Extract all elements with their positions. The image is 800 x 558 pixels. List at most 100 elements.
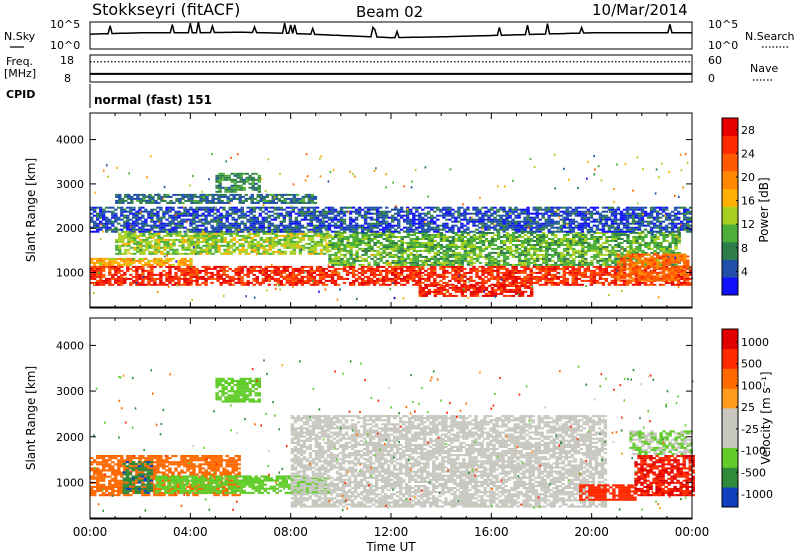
data-cell — [248, 253, 251, 255]
data-cell — [138, 284, 141, 286]
data-cell — [213, 213, 216, 215]
data-cell — [160, 253, 163, 255]
data-cell — [259, 209, 262, 211]
data-cell — [90, 266, 93, 268]
data-cell — [533, 213, 536, 215]
data-cell — [274, 231, 277, 233]
data-cell — [175, 253, 178, 255]
data-cell — [144, 270, 147, 272]
data-cell — [156, 227, 159, 229]
data-cell — [451, 274, 454, 276]
data-cell — [334, 242, 337, 244]
data-cell — [475, 219, 478, 221]
data-cell — [572, 254, 575, 256]
data-cell — [120, 282, 123, 284]
data-cell — [245, 241, 248, 243]
data-cell — [430, 217, 433, 219]
data-cell — [349, 225, 352, 227]
data-cell — [677, 274, 680, 276]
data-cell — [334, 260, 337, 262]
data-cell — [536, 229, 539, 231]
data-cell — [96, 266, 99, 268]
data-cell — [343, 207, 346, 209]
data-cell — [99, 207, 102, 209]
data-cell — [497, 238, 500, 240]
data-cell — [346, 225, 349, 227]
data-cell — [524, 260, 527, 262]
data-cell — [461, 242, 464, 244]
data-cell — [247, 227, 250, 229]
data-cell — [382, 211, 385, 213]
data-cell — [502, 225, 505, 227]
data-cell — [445, 266, 448, 268]
data-cell — [141, 229, 144, 231]
data-cell — [379, 225, 382, 227]
data-cell — [343, 236, 346, 238]
data-cell — [472, 280, 475, 282]
data-cell — [551, 238, 554, 240]
data-cell — [322, 284, 325, 286]
data-cell — [328, 258, 331, 260]
data-cell — [517, 213, 520, 215]
data-cell — [508, 209, 511, 211]
data-cell — [352, 264, 355, 266]
data-cell — [539, 234, 542, 236]
data-cell — [448, 213, 451, 215]
data-cell — [265, 209, 268, 211]
data-cell — [449, 254, 452, 256]
data-cell — [512, 240, 515, 242]
data-cell — [139, 253, 142, 255]
data-cell — [211, 253, 214, 255]
data-cell — [120, 264, 123, 266]
data-cell — [226, 276, 229, 278]
data-cell — [334, 272, 337, 274]
data-cell — [102, 258, 105, 260]
data-cell — [147, 284, 150, 286]
data-cell — [275, 243, 278, 245]
data-cell — [539, 248, 542, 250]
data-cell — [385, 217, 388, 219]
data-cell — [388, 270, 391, 272]
data-cell — [400, 274, 403, 276]
data-cell — [539, 242, 542, 244]
data-cell — [509, 246, 512, 248]
data-cell — [290, 235, 293, 237]
data-cell — [132, 215, 135, 217]
data-cell — [581, 266, 584, 268]
data-cell — [320, 245, 323, 247]
data-cell — [587, 244, 590, 246]
data-cell — [144, 221, 147, 223]
data-cell — [299, 251, 302, 253]
data-cell — [195, 282, 198, 284]
data-cell — [413, 238, 416, 240]
data-cell — [460, 219, 463, 221]
data-cell — [355, 225, 358, 227]
data-cell — [292, 278, 295, 280]
data-cell — [497, 254, 500, 256]
data-cell — [129, 262, 132, 264]
data-cell — [289, 229, 292, 231]
data-cell — [150, 260, 153, 262]
data-cell — [584, 276, 587, 278]
data-cell — [343, 231, 346, 233]
data-cell — [254, 245, 257, 247]
data-cell — [445, 231, 448, 233]
data-cell — [554, 276, 557, 278]
data-cell — [581, 248, 584, 250]
data-cell — [123, 227, 126, 229]
data-cell — [162, 264, 165, 266]
data-cell — [322, 217, 325, 219]
data-cell — [308, 237, 311, 239]
data-cell — [382, 213, 385, 215]
data-cell — [219, 225, 222, 227]
data-cell — [545, 282, 548, 284]
data-cell — [364, 282, 367, 284]
data-cell — [490, 278, 493, 280]
data-cell — [244, 213, 247, 215]
data-cell — [400, 278, 403, 280]
data-cell — [626, 284, 629, 286]
data-cell — [614, 234, 617, 236]
data-cell — [428, 258, 431, 260]
data-cell — [141, 223, 144, 225]
data-cell — [233, 237, 236, 239]
